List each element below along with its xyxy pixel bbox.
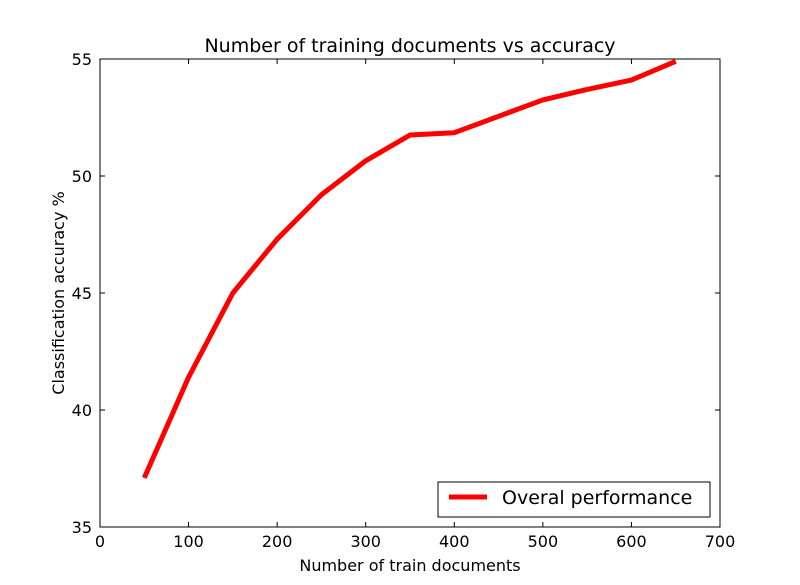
x-axis-label: Number of train documents [299,556,520,575]
y-tick-label: 45 [72,284,92,303]
y-tick-label: 40 [72,401,92,420]
plot-area [99,58,721,528]
x-tick-label: 400 [439,532,470,551]
y-tick-label: 55 [72,50,92,69]
x-tick-label: 700 [705,532,736,551]
y-tick-label: 35 [72,518,92,537]
legend-label: Overal performance [502,487,692,509]
x-tick-label: 200 [262,532,293,551]
legend: Overal performance [437,481,711,518]
axis-ticks [99,58,721,528]
y-axis-label: Classification accuracy % [49,191,68,394]
y-tick-labels: 35 40 45 50 55 [72,50,92,537]
y-tick-label: 50 [72,167,92,186]
x-tick-label: 500 [528,532,559,551]
chart-title: Number of training documents vs accuracy [204,35,615,57]
x-tick-labels: 0 100 200 300 400 500 600 700 [95,532,735,551]
x-tick-label: 100 [173,532,204,551]
x-tick-label: 600 [616,532,647,551]
series-lines [141,59,677,479]
x-tick-label: 0 [95,532,105,551]
x-tick-label: 300 [350,532,381,551]
